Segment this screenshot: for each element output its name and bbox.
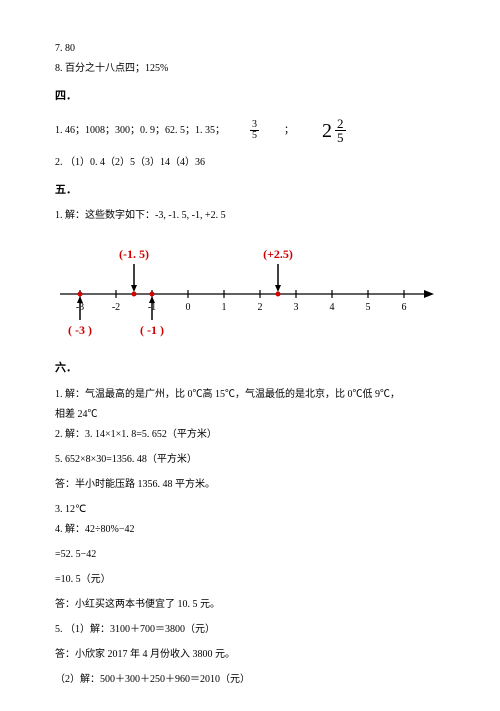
section-4-heading: 四． (55, 87, 445, 106)
svg-text:2: 2 (258, 302, 263, 313)
section-5-heading: 五． (55, 181, 445, 200)
s6-4: 答：半小时能压路 1356. 48 平方米。 (55, 476, 445, 493)
s6-5: 3. 12℃ (55, 501, 445, 518)
s6-8: =10. 5（元） (55, 571, 445, 588)
s6-3: 5. 652×8×30=1356. 48（平方米） (55, 451, 445, 468)
frac-den: 5 (250, 131, 259, 141)
section-5-line-1: 1. 解：这些数字如下：-3, -1. 5, -1, +2. 5 (55, 207, 445, 224)
s6-10: 5. （1）解：3100＋700＝3800（元） (55, 621, 445, 638)
s6-11: 答：小欣家 2017 年 4 月份收入 3800 元。 (55, 646, 445, 663)
mixed-num: 2 (335, 117, 346, 131)
mixed-whole: 2 (322, 114, 332, 148)
mixed-den: 5 (335, 131, 346, 144)
number-line-svg: -3-2-10123456(-1. 5)(+2.5)( -3 )( -1 ) (50, 239, 450, 349)
section-4-line-1: 1. 46；1008；300；0. 9；62. 5；1. 35； 3 5 ； 2… (55, 114, 445, 148)
s6-7: =52. 5−42 (55, 546, 445, 563)
section-6-heading: 六． (55, 359, 445, 378)
svg-text:6: 6 (402, 302, 407, 313)
s6-9: 答：小红买这两本书便宜了 10. 5 元。 (55, 596, 445, 613)
answer-7: 7. 80 (55, 40, 445, 57)
svg-text:(+2.5): (+2.5) (263, 247, 293, 261)
svg-text:( -1 ): ( -1 ) (140, 323, 164, 337)
s6-12: （2）解：500＋300＋250＋960＝2010（元） (55, 671, 445, 688)
svg-text:1: 1 (222, 302, 227, 313)
svg-text:(-1. 5): (-1. 5) (119, 247, 149, 261)
mixed-number: 2 2 5 (322, 114, 349, 148)
fraction-3-5: 3 5 (250, 120, 259, 141)
document-page: 7. 80 8. 百分之十八点四；125% 四． 1. 46；1008；300；… (0, 0, 500, 711)
frac-sep: ； (284, 122, 294, 139)
svg-text:4: 4 (330, 302, 335, 313)
svg-text:-2: -2 (112, 302, 120, 313)
svg-text:( -3 ): ( -3 ) (68, 323, 92, 337)
s4-l1-text: 1. 46；1008；300；0. 9；62. 5；1. 35； (55, 122, 225, 139)
s6-1b: 相差 24℃ (55, 406, 445, 423)
svg-text:3: 3 (294, 302, 299, 313)
s6-6: 4. 解：42÷80%−42 (55, 521, 445, 538)
s6-1a: 1. 解：气温最高的是广州，比 0℃高 15℃，气温最低的是北京，比 0℃低 9… (55, 386, 445, 403)
number-line-figure: -3-2-10123456(-1. 5)(+2.5)( -3 )( -1 ) (50, 239, 450, 349)
section-4-line-2: 2. （1）0. 4（2）5（3）14（4）36 (55, 154, 445, 171)
s6-2: 2. 解：3. 14×1×1. 8=5. 652（平方米） (55, 426, 445, 443)
answer-8: 8. 百分之十八点四；125% (55, 60, 445, 77)
svg-text:5: 5 (366, 302, 371, 313)
svg-text:0: 0 (186, 302, 191, 313)
